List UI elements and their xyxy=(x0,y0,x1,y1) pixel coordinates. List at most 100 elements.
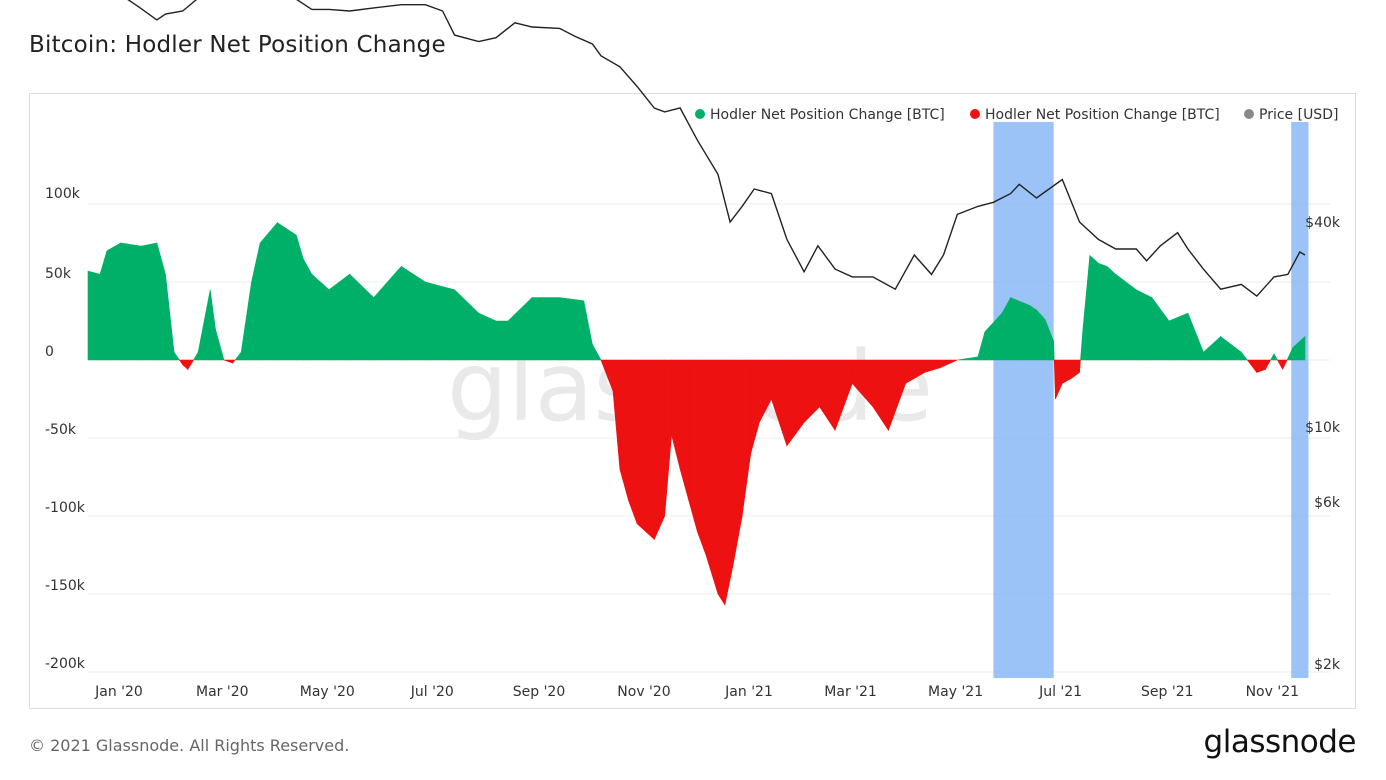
net-position-segment xyxy=(1070,359,1080,380)
net-position-segment xyxy=(1080,328,1084,361)
net-position-segment xyxy=(400,265,426,361)
chart-frame xyxy=(29,93,1356,709)
copyright-text: © 2021 Glassnode. All Rights Reserved. xyxy=(29,736,350,755)
net-position-segment xyxy=(1241,351,1248,361)
net-position-segment xyxy=(165,274,175,361)
net-position-segment xyxy=(1115,273,1137,361)
net-position-segment xyxy=(173,351,181,361)
net-position-segment xyxy=(688,359,698,532)
net-position-segment xyxy=(106,242,122,361)
net-position-segment xyxy=(1151,296,1170,361)
net-position-segment xyxy=(592,344,602,361)
net-position-segment xyxy=(1053,341,1055,361)
net-position-segment xyxy=(478,312,497,361)
net-position-segment xyxy=(1256,359,1266,373)
net-position-segment xyxy=(197,289,211,361)
net-position-segment xyxy=(1270,353,1275,361)
y-tick-label: -50k xyxy=(45,422,77,438)
net-position-segment xyxy=(977,331,986,361)
net-position-segment xyxy=(1286,347,1294,361)
net-position-segment xyxy=(454,289,480,361)
net-position-segment xyxy=(679,359,690,501)
highlight-band xyxy=(993,122,1054,678)
net-position-segment xyxy=(209,289,216,361)
y-tick-label: -150k xyxy=(45,578,86,594)
net-position-segment xyxy=(87,270,101,361)
net-position-segment xyxy=(120,242,142,361)
x-tick-label: Sep '20 xyxy=(513,684,566,700)
legend-label[interactable]: Price [USD] xyxy=(1259,107,1338,123)
net-position-segment xyxy=(697,359,707,556)
net-position-segment xyxy=(939,359,958,369)
net-position-segment xyxy=(705,359,719,595)
legend-label[interactable]: Hodler Net Position Change [BTC] xyxy=(985,107,1220,123)
net-position-segment xyxy=(717,359,726,606)
brand-logo[interactable]: glassnode xyxy=(1203,724,1357,760)
legend-dot xyxy=(1244,109,1254,119)
chart-svg: glassnode 100k50k0-50k-100k-150k-200k$40… xyxy=(45,0,1341,700)
net-position-segment xyxy=(1203,335,1221,361)
net-position-segment xyxy=(1061,359,1072,384)
net-position-segment xyxy=(1265,359,1272,370)
net-position-segment xyxy=(654,359,665,540)
net-position-segment xyxy=(156,242,166,361)
net-position-segment xyxy=(328,273,350,361)
net-position-segment xyxy=(1055,359,1063,400)
price-tick-label: $10k xyxy=(1305,420,1341,436)
net-position-segment xyxy=(1187,313,1204,361)
highlight-band xyxy=(1291,122,1309,678)
net-position-segment xyxy=(957,356,979,361)
net-position-segment xyxy=(259,221,278,361)
y-tick-label: -100k xyxy=(45,500,86,516)
net-position-segment xyxy=(1136,289,1153,361)
net-position-segment xyxy=(1098,262,1108,361)
net-position-segment xyxy=(349,273,375,361)
price-layer xyxy=(127,0,1306,298)
net-position-segment xyxy=(1292,335,1306,361)
x-tick-label: May '20 xyxy=(300,684,355,700)
net-position-segment xyxy=(733,359,743,563)
net-position-segment xyxy=(559,297,585,361)
net-position-segment xyxy=(215,328,225,361)
net-position-segment xyxy=(178,359,183,366)
net-position-segment xyxy=(495,320,509,361)
legend-dot xyxy=(695,109,705,119)
net-position-segment xyxy=(373,265,402,361)
net-position-segment xyxy=(1282,359,1288,370)
chart-title: Bitcoin: Hodler Net Position Change xyxy=(29,32,446,58)
net-position-segment xyxy=(531,297,560,361)
net-position-segment xyxy=(671,359,681,470)
net-position-segment xyxy=(1089,254,1099,361)
area-layer xyxy=(87,221,1306,606)
x-tick-label: Jan '20 xyxy=(94,684,143,700)
net-position-segment xyxy=(1029,304,1037,361)
net-position-segment xyxy=(1079,359,1081,373)
legend[interactable]: Hodler Net Position Change [BTC] Hodler N… xyxy=(695,107,1338,123)
x-tick-label: May '21 xyxy=(928,684,983,700)
y-tick-label: 0 xyxy=(45,344,54,360)
y-tick-label: -200k xyxy=(45,656,86,672)
net-position-segment xyxy=(295,235,304,361)
y-tick-label: 50k xyxy=(45,266,72,282)
x-tick-label: Mar '20 xyxy=(196,684,249,700)
net-position-segment xyxy=(1246,359,1258,374)
net-position-segment xyxy=(636,359,647,533)
price-tick-label: $40k xyxy=(1305,215,1341,231)
axis-layer: 100k 50k 0 -50k -100k -150k -200k $40k $10k $6k $2… xyxy=(45,186,1341,700)
net-position-segment xyxy=(251,242,261,361)
net-position-segment xyxy=(724,359,734,605)
x-tick-label: Jul '21 xyxy=(1038,684,1082,700)
x-tick-label: Nov '21 xyxy=(1246,684,1299,700)
net-position-segment xyxy=(182,359,189,371)
net-position-segment xyxy=(223,359,233,364)
net-position-segment xyxy=(192,351,199,361)
net-position-segment xyxy=(277,222,297,361)
x-tick-label: Mar '21 xyxy=(824,684,877,700)
net-position-segment xyxy=(99,250,108,361)
net-position-segment xyxy=(1220,335,1242,361)
x-tick-label: Sep '21 xyxy=(1141,684,1194,700)
net-position-segment xyxy=(507,296,533,361)
net-position-segment xyxy=(1106,265,1116,361)
net-position-segment xyxy=(302,258,313,361)
legend-label[interactable]: Hodler Net Position Change [BTC] xyxy=(710,107,945,123)
